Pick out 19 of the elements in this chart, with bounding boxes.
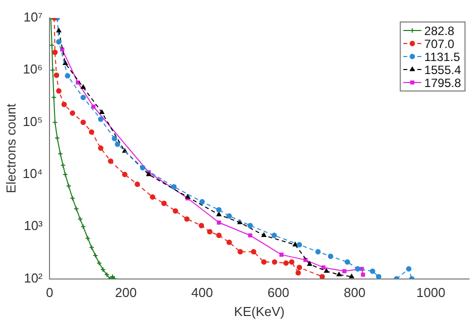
x-tick-label: 200 <box>115 285 137 300</box>
x-tick-label: 400 <box>191 285 213 300</box>
x-tick-label: 0 <box>46 285 54 300</box>
legend-label: 1131.5 <box>424 50 460 64</box>
y-tick-label: 10³ <box>24 218 44 234</box>
legend-label: 282.8 <box>424 24 455 38</box>
y-tick-label: 10⁴ <box>22 166 43 182</box>
y-tick-label: 10² <box>24 270 44 286</box>
y-tick-label: 10⁶ <box>22 62 43 77</box>
y-axis-title: Electrons count <box>3 103 18 194</box>
legend-label: 1795.8 <box>424 76 462 90</box>
x-tick-label: 800 <box>344 285 366 300</box>
y-tick-label: 10⁵ <box>22 114 43 129</box>
legend-label: 1555.4 <box>424 62 462 77</box>
legend-label: 707.0 <box>424 36 455 51</box>
x-tick-label: 1000 <box>416 285 446 300</box>
x-axis-title: KE(KeV) <box>234 304 285 319</box>
x-tick-label: 600 <box>268 285 290 300</box>
y-tick-label: 10⁷ <box>23 10 43 25</box>
